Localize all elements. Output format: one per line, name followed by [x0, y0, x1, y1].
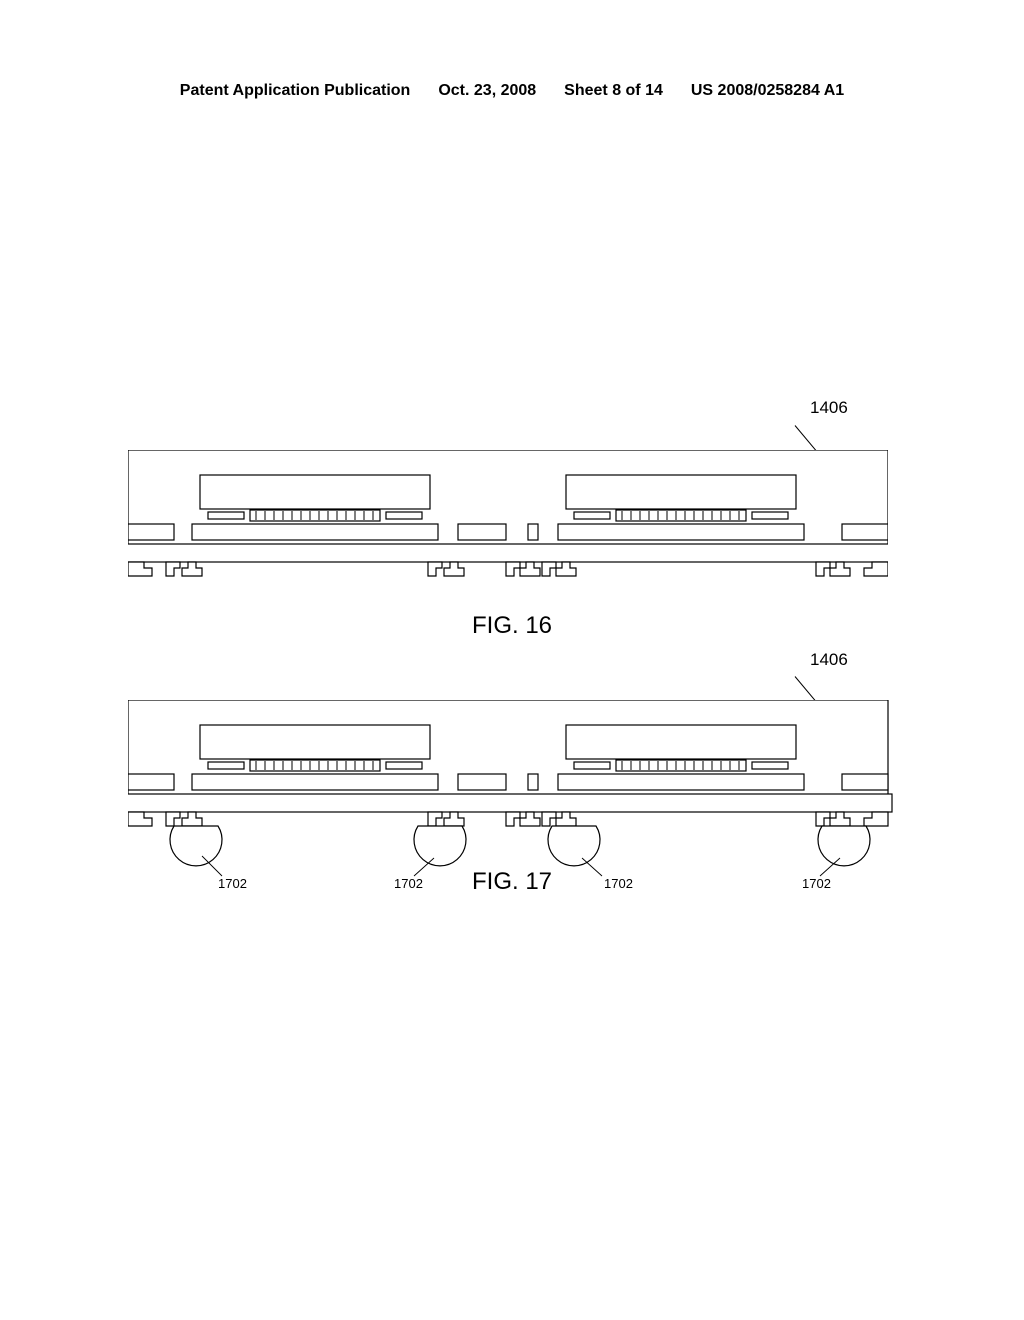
fig17-diagram [128, 700, 898, 880]
fig17-ref-1702-c: 1702 [604, 876, 633, 891]
fig17-caption: FIG. 17 [472, 868, 552, 896]
fig17-ref-1406: 1406 [810, 650, 848, 670]
fig16-diagram [128, 450, 888, 580]
header-publication: Patent Application Publication [180, 82, 411, 100]
header-sheet: Sheet 8 of 14 [564, 82, 663, 100]
header-pubno: US 2008/0258284 A1 [691, 82, 844, 100]
fig17-ref-1702-b: 1702 [394, 876, 423, 891]
fig17-ref-1702-a: 1702 [218, 876, 247, 891]
patent-header: Patent Application Publication Oct. 23, … [0, 82, 1024, 100]
fig16-ref-1406: 1406 [810, 398, 848, 418]
fig16-caption: FIG. 16 [472, 612, 552, 640]
header-date: Oct. 23, 2008 [438, 82, 536, 100]
fig17-ref-1702-d: 1702 [802, 876, 831, 891]
